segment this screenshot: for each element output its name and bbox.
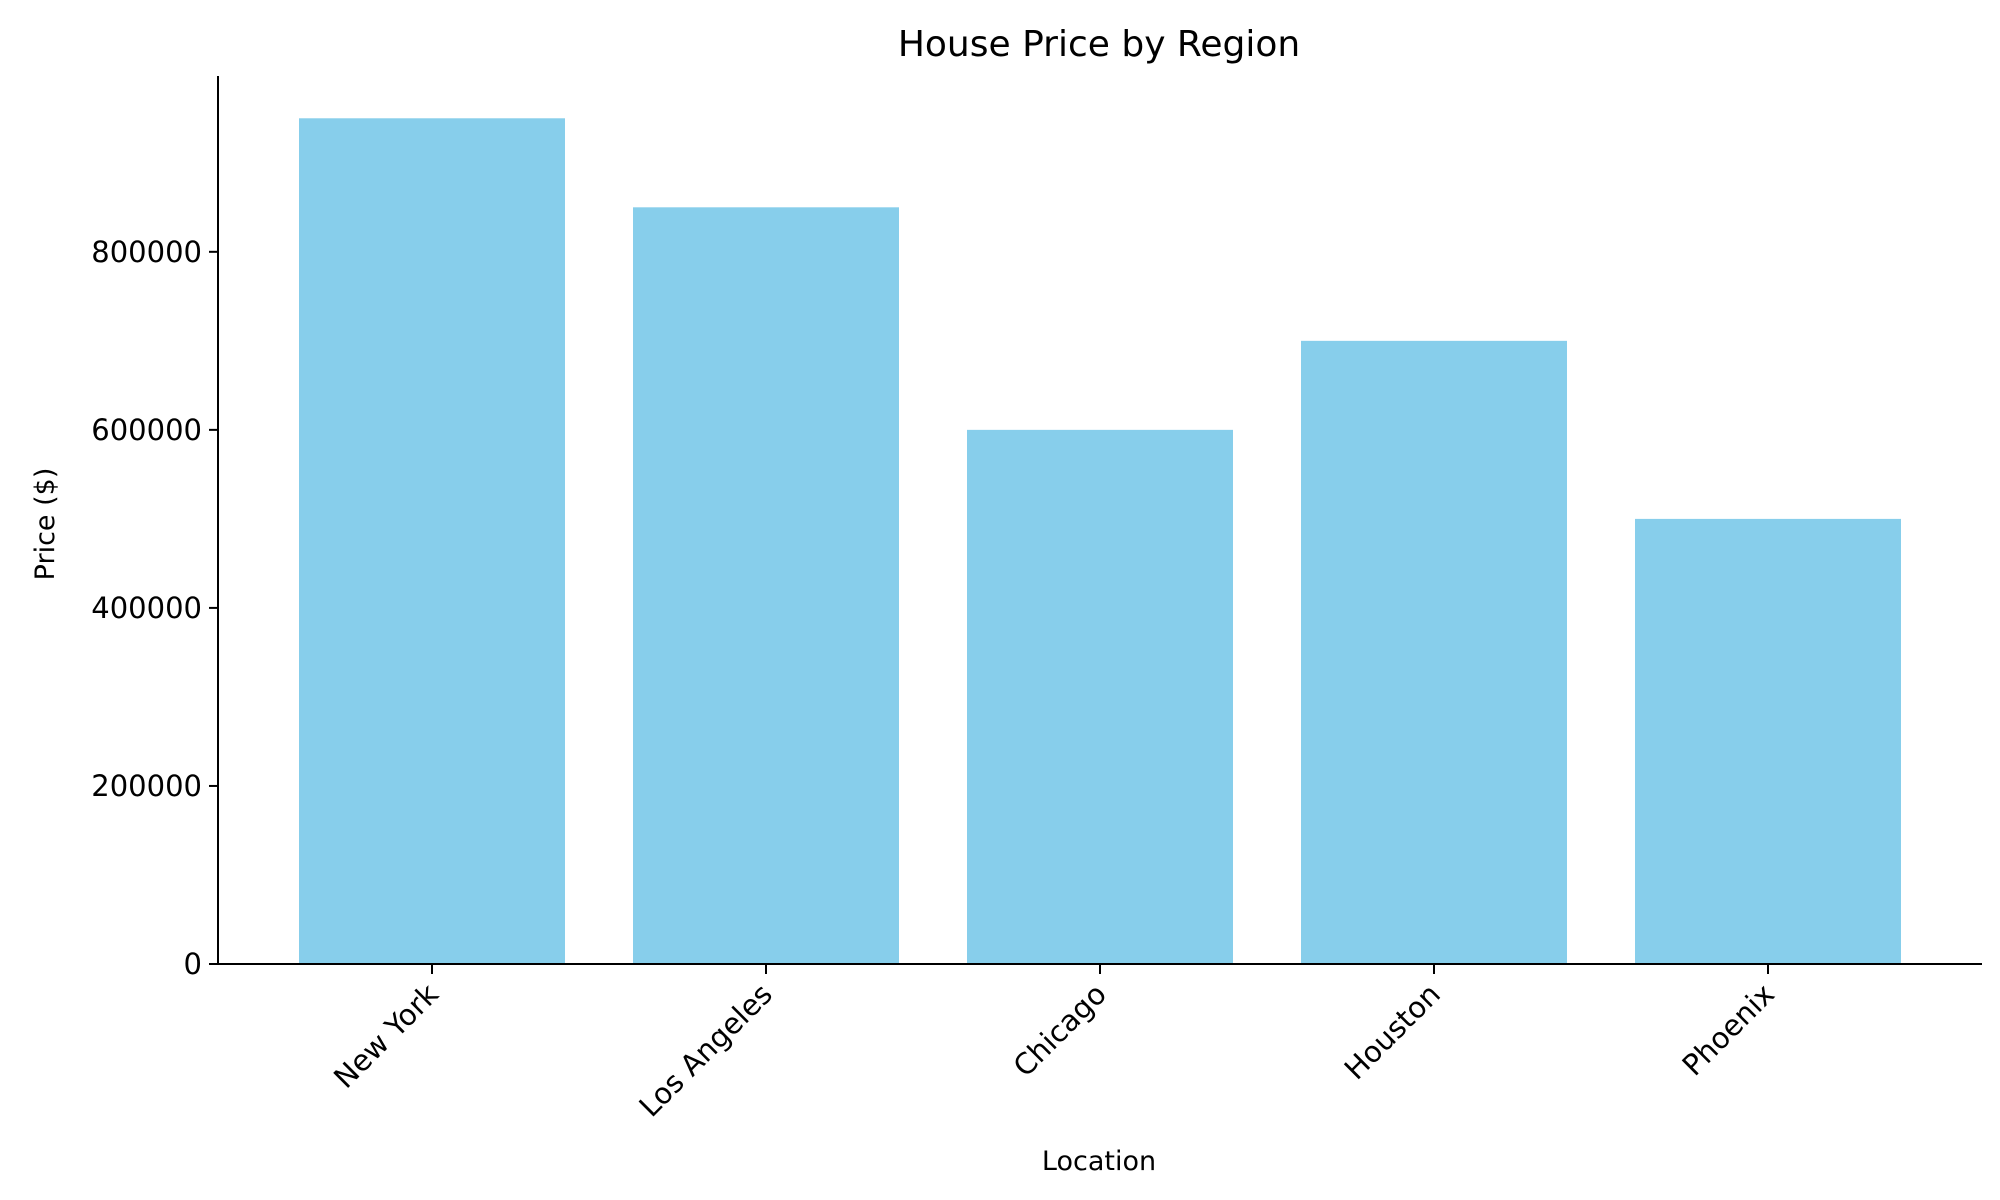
x-axis: New York Los Angeles Chicago Houston Phoenix bbox=[218, 963, 1982, 1124]
bar-houston bbox=[1301, 340, 1567, 964]
x-tick-label-chicago: Chicago bbox=[1006, 977, 1112, 1083]
y-tick-label: 400000 bbox=[91, 591, 202, 625]
x-tick-label-los-angeles: Los Angeles bbox=[632, 977, 779, 1124]
x-tick-label-houston: Houston bbox=[1338, 977, 1447, 1086]
y-axis: 0 200000 400000 600000 800000 bbox=[91, 76, 219, 981]
chart-title: House Price by Region bbox=[898, 24, 1300, 65]
y-tick-label: 0 bbox=[184, 947, 202, 981]
y-tick-label: 800000 bbox=[91, 235, 202, 269]
y-axis-label: Price ($) bbox=[30, 468, 61, 581]
x-tick-label-new-york: New York bbox=[327, 977, 445, 1095]
x-tick-label-phoenix: Phoenix bbox=[1676, 977, 1781, 1082]
bar-los-angeles bbox=[633, 207, 899, 964]
x-axis-label: Location bbox=[1042, 1146, 1156, 1177]
bar-phoenix bbox=[1635, 518, 1901, 964]
y-tick-label: 200000 bbox=[91, 769, 202, 803]
bar-chicago bbox=[967, 429, 1233, 965]
y-tick-label: 600000 bbox=[91, 413, 202, 447]
bar-new-york bbox=[299, 118, 565, 965]
bars-layer bbox=[299, 118, 1901, 965]
